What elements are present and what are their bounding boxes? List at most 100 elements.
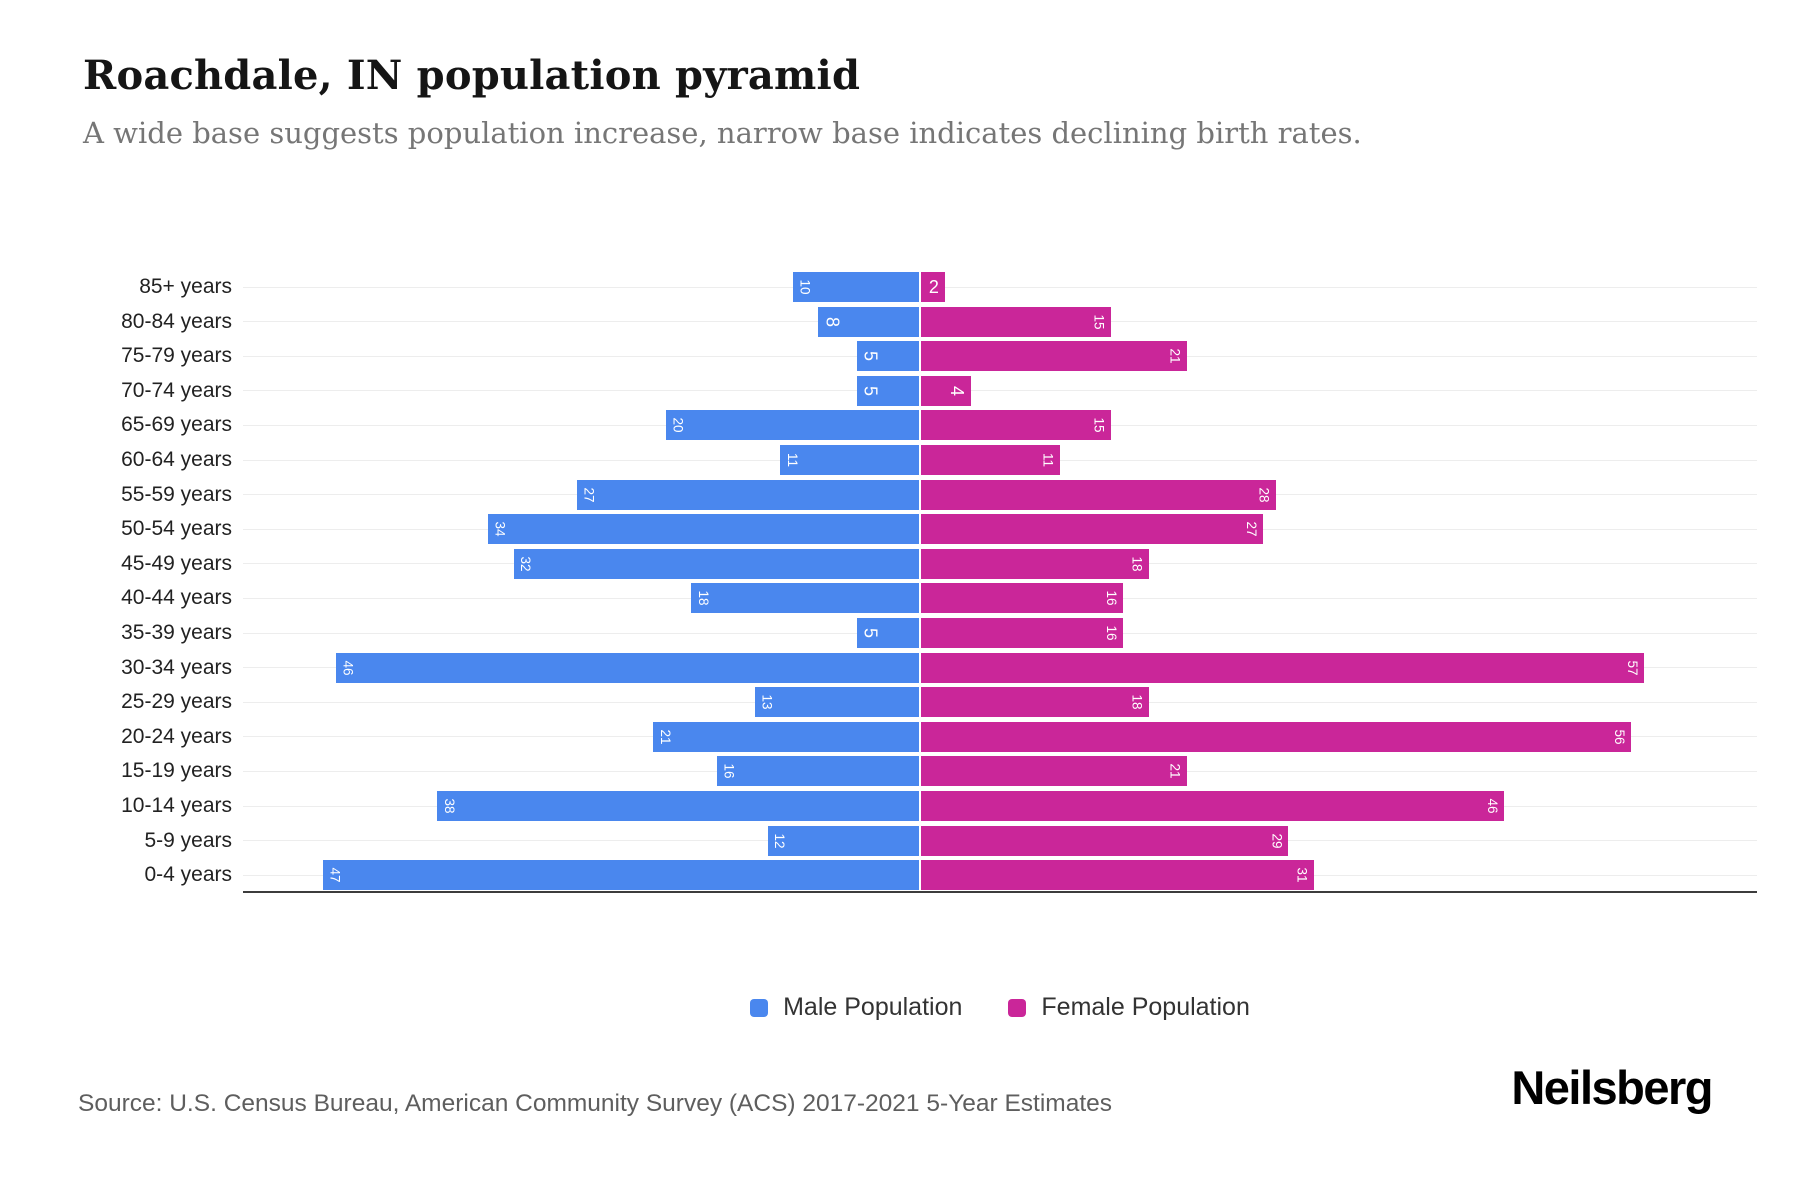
- male-bar[interactable]: 34: [488, 514, 920, 545]
- bar-value-label: 46: [1485, 798, 1501, 814]
- bar-value-label: 5: [860, 385, 881, 396]
- female-bar[interactable]: 21: [920, 756, 1187, 787]
- age-label: 10-14 years: [121, 794, 232, 817]
- legend-item-female[interactable]: Female Population: [1008, 993, 1250, 1022]
- male-bar[interactable]: 20: [666, 410, 920, 441]
- female-bar[interactable]: 2: [920, 272, 946, 302]
- bar-value-label: 18: [1129, 694, 1145, 710]
- male-bar[interactable]: 46: [335, 652, 920, 683]
- zero-line-seam: [919, 270, 921, 891]
- male-bar[interactable]: 8: [818, 306, 920, 337]
- male-bar[interactable]: 13: [754, 687, 920, 718]
- male-bar[interactable]: 18: [691, 583, 920, 614]
- legend: Male Population Female Population: [243, 993, 1757, 1022]
- age-label: 45-49 years: [121, 551, 232, 575]
- bar-value-label: 32: [518, 556, 534, 572]
- bar-value-label: 8: [822, 316, 843, 327]
- chart-subtitle: A wide base suggests population increase…: [83, 116, 1362, 150]
- bar-value-label: 27: [1243, 521, 1259, 537]
- age-label: 20-24 years: [121, 724, 232, 748]
- female-bar[interactable]: 18: [920, 687, 1149, 718]
- male-bar[interactable]: 12: [767, 825, 920, 856]
- age-label: 65-69 years: [121, 413, 232, 437]
- age-label: 85+ years: [139, 275, 232, 298]
- male-bar[interactable]: 32: [513, 548, 920, 579]
- bar-value-label: 15: [1091, 417, 1107, 433]
- age-label: 60-64 years: [121, 448, 232, 471]
- bar-value-label: 18: [1129, 556, 1145, 572]
- age-label: 30-34 years: [121, 655, 232, 679]
- female-bar[interactable]: 31: [920, 860, 1314, 891]
- female-bar[interactable]: 4: [920, 375, 971, 406]
- legend-item-male[interactable]: Male Population: [750, 993, 962, 1022]
- bar-value-label: 16: [1104, 590, 1120, 606]
- female-bar[interactable]: 57: [920, 652, 1644, 683]
- bar-value-label: 31: [1294, 867, 1310, 883]
- age-label: 25-29 years: [121, 690, 232, 714]
- bar-value-label: 38: [441, 798, 457, 814]
- female-bar[interactable]: 27: [920, 514, 1263, 545]
- female-bar[interactable]: 16: [920, 618, 1124, 648]
- male-bar[interactable]: 10: [793, 272, 920, 302]
- female-bar[interactable]: 15: [920, 306, 1111, 337]
- chart-title: Roachdale, IN population pyramid: [83, 52, 861, 99]
- bar-value-label: 11: [1040, 452, 1056, 468]
- legend-swatch-female-icon: [1008, 998, 1027, 1017]
- male-bar[interactable]: 21: [653, 721, 920, 752]
- bar-value-label: 46: [340, 660, 356, 676]
- bar-value-label: 5: [860, 351, 881, 362]
- brand-logo: Neilsberg: [1511, 1061, 1713, 1114]
- gridline: [243, 390, 1757, 392]
- female-bar[interactable]: 16: [920, 583, 1124, 614]
- bar-value-label: 29: [1269, 833, 1285, 849]
- legend-swatch-male-icon: [750, 998, 769, 1017]
- bar-value-label: 34: [492, 521, 508, 537]
- age-label: 50-54 years: [121, 517, 232, 541]
- bar-value-label: 47: [327, 867, 343, 883]
- age-label: 15-19 years: [121, 759, 232, 783]
- female-bar[interactable]: 28: [920, 479, 1276, 510]
- age-label: 75-79 years: [121, 344, 232, 368]
- bar-value-label: 16: [721, 763, 737, 779]
- bar-value-label: 21: [1167, 348, 1183, 364]
- female-bar[interactable]: 29: [920, 825, 1289, 856]
- male-bar[interactable]: 16: [716, 756, 920, 787]
- male-bar[interactable]: 27: [577, 479, 920, 510]
- female-bar[interactable]: 15: [920, 410, 1111, 441]
- male-bar[interactable]: 47: [323, 860, 920, 891]
- age-label: 70-74 years: [121, 378, 232, 402]
- legend-label-male: Male Population: [783, 993, 963, 1021]
- bar-value-label: 5: [860, 627, 881, 639]
- age-label: 40-44 years: [121, 586, 232, 610]
- male-bar[interactable]: 5: [856, 618, 920, 648]
- bar-value-label: 21: [657, 729, 673, 745]
- male-bar[interactable]: 5: [856, 341, 920, 372]
- bar-value-label: 18: [695, 590, 711, 606]
- age-label: 80-84 years: [121, 309, 232, 333]
- bar-value-label: 13: [759, 694, 775, 710]
- female-bar[interactable]: 56: [920, 721, 1632, 752]
- bar-value-label: 12: [772, 833, 788, 849]
- female-bar[interactable]: 18: [920, 548, 1149, 579]
- bar-value-label: 10: [797, 279, 813, 295]
- bar-value-label: 28: [1256, 487, 1272, 503]
- gridline: [243, 286, 1757, 288]
- bar-value-label: 4: [946, 385, 967, 396]
- bar-value-label: 20: [670, 417, 686, 433]
- x-axis-line: [243, 891, 1757, 893]
- bar-value-label: 11: [784, 452, 800, 468]
- male-bar[interactable]: 5: [856, 375, 920, 406]
- age-label: 5-9 years: [144, 828, 232, 852]
- bar-value-label: 2: [928, 277, 939, 297]
- female-bar[interactable]: 46: [920, 791, 1505, 821]
- male-bar[interactable]: 38: [437, 791, 920, 821]
- bar-value-label: 27: [581, 487, 597, 503]
- legend-label-female: Female Population: [1041, 993, 1250, 1021]
- male-bar[interactable]: 11: [780, 445, 920, 475]
- female-bar[interactable]: 11: [920, 445, 1060, 475]
- bar-value-label: 16: [1104, 625, 1120, 641]
- female-bar[interactable]: 21: [920, 341, 1187, 372]
- bar-value-label: 57: [1624, 660, 1640, 676]
